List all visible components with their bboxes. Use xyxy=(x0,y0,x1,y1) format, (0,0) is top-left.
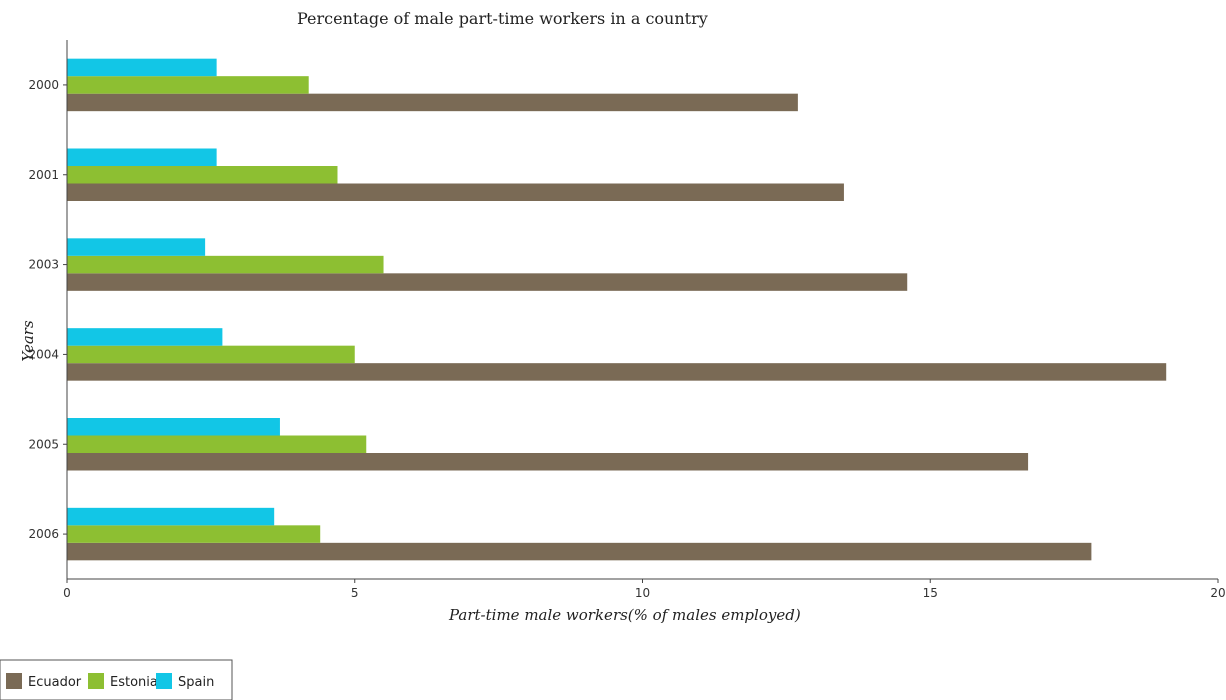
y-ticks: 2000 2001 2003 2004 2005 2006 xyxy=(28,78,67,541)
bars-layer xyxy=(67,58,1167,561)
bar-spain-2000 xyxy=(67,58,217,77)
legend-swatch-spain xyxy=(156,673,172,689)
bar-estonia-2001 xyxy=(67,166,338,184)
legend-label-ecuador: Ecuador xyxy=(28,675,82,690)
bar-estonia-2003 xyxy=(67,255,384,274)
bar-spain-2006 xyxy=(67,507,275,526)
x-tick-label: 10 xyxy=(635,586,650,600)
x-tick-label: 20 xyxy=(1210,586,1225,600)
x-tick-label: 15 xyxy=(923,586,938,600)
y-tick-label: 2000 xyxy=(28,78,59,92)
legend-swatch-estonia xyxy=(88,673,104,689)
bar-estonia-2006 xyxy=(67,525,321,543)
legend-label-estonia: Estonia xyxy=(110,675,158,690)
legend-swatch-ecuador xyxy=(6,673,22,689)
y-axis-label: Years xyxy=(19,320,37,362)
bar-ecuador-2000 xyxy=(67,93,798,112)
legend-label-spain: Spain xyxy=(178,675,214,690)
bar-ecuador-2004 xyxy=(67,363,1167,381)
x-ticks: 0 5 10 15 20 xyxy=(63,579,1226,600)
x-tick-label: 0 xyxy=(63,586,71,600)
chart-title: Percentage of male part-time workers in … xyxy=(297,9,708,28)
x-tick-label: 5 xyxy=(351,586,359,600)
bar-estonia-2000 xyxy=(67,76,309,94)
bar-spain-2003 xyxy=(67,238,206,256)
bar-ecuador-2005 xyxy=(67,453,1029,471)
bar-ecuador-2003 xyxy=(67,273,908,291)
y-tick-label: 2006 xyxy=(28,527,59,541)
bar-estonia-2005 xyxy=(67,435,367,453)
legend: Ecuador Estonia Spain xyxy=(0,659,233,700)
bar-ecuador-2001 xyxy=(67,183,844,201)
bar-spain-2005 xyxy=(67,418,280,436)
y-tick-label: 2004 xyxy=(28,347,59,361)
bar-spain-2001 xyxy=(67,148,217,166)
bar-estonia-2004 xyxy=(67,345,355,364)
x-axis-label: Part-time male workers(% of males employ… xyxy=(448,606,801,624)
y-tick-label: 2003 xyxy=(28,258,59,272)
y-tick-label: 2001 xyxy=(28,168,59,182)
y-tick-label: 2005 xyxy=(28,437,59,451)
bar-spain-2004 xyxy=(67,328,223,346)
bar-ecuador-2006 xyxy=(67,542,1092,561)
legend-box xyxy=(0,659,233,700)
